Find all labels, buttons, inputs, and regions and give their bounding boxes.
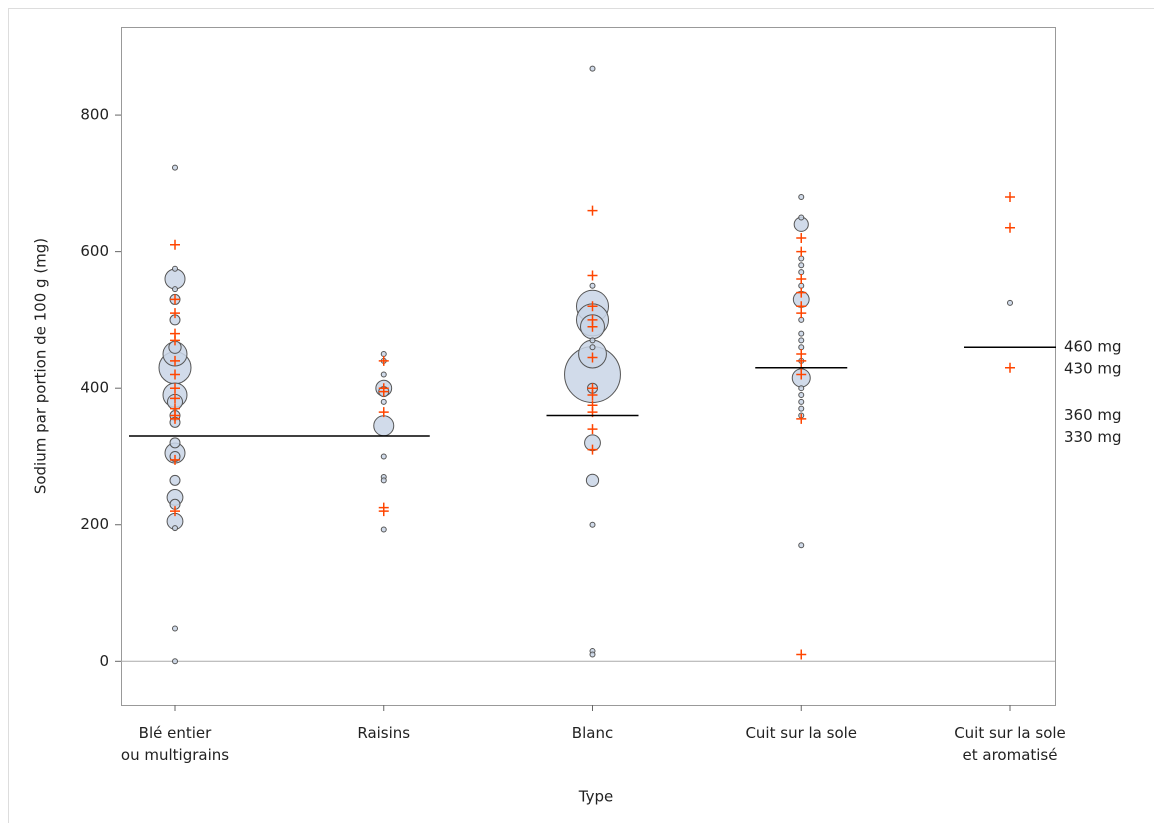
plus-marker [796, 649, 807, 660]
plus-marker [796, 246, 807, 257]
bubble [380, 371, 387, 378]
y-tick-label: 200 [80, 515, 109, 533]
bubble [164, 268, 186, 290]
plus-marker [587, 390, 598, 401]
bubble [798, 255, 805, 262]
bubble [172, 625, 178, 632]
bubble [798, 398, 805, 405]
y-axis-label: Sodium par portion de 100 g (mg) [32, 238, 50, 494]
plus-marker [170, 506, 180, 517]
plus-marker [1005, 222, 1015, 233]
bubble [172, 525, 178, 532]
bubble [798, 330, 805, 337]
bubble [380, 477, 387, 484]
x-tick-label: Cuit sur la sole et aromatisé [954, 724, 1066, 764]
plus-marker [587, 444, 598, 455]
bubble [798, 194, 805, 201]
bubble [172, 658, 178, 665]
plus-marker [796, 413, 807, 424]
median-label: 460 mg [1064, 338, 1122, 356]
plus-marker [170, 239, 180, 250]
bubble [589, 344, 596, 351]
plus-marker [170, 308, 180, 319]
bubble [798, 405, 805, 412]
bubble [589, 337, 596, 344]
bubble [172, 286, 178, 293]
bubble [798, 282, 805, 289]
plus-marker [587, 352, 598, 363]
plus-marker [587, 424, 598, 435]
bubble [589, 282, 596, 289]
median-label: 430 mg [1064, 360, 1122, 378]
x-tick-label: Blé entier ou multigrains [120, 724, 230, 764]
bubble [169, 474, 181, 486]
y-tick-label: 400 [80, 379, 109, 397]
plus-marker [378, 355, 389, 366]
bubble [1007, 299, 1013, 306]
x-axis-label: Type [578, 788, 613, 806]
bubble [585, 473, 600, 487]
bubble [380, 351, 387, 358]
plus-marker [170, 335, 180, 346]
bubble [798, 262, 805, 269]
plus-marker [170, 294, 180, 305]
bubble [589, 651, 596, 658]
bubble [798, 214, 805, 221]
plus-marker [796, 232, 807, 243]
bubble [798, 316, 805, 323]
plus-marker [1005, 192, 1015, 203]
plus-marker [170, 413, 180, 424]
plus-marker [587, 270, 598, 281]
x-tick-label: Cuit sur la sole [745, 724, 858, 742]
x-tick-label: Raisins [357, 724, 411, 742]
median-label: 330 mg [1064, 428, 1122, 446]
bubble [798, 269, 805, 276]
plus-marker [170, 355, 180, 366]
x-tick-label: Blanc [571, 724, 614, 742]
plus-marker [587, 205, 598, 216]
plus-marker [587, 301, 598, 312]
plus-marker [378, 386, 389, 397]
plus-marker [796, 287, 807, 298]
bubble [798, 542, 805, 549]
bubble [589, 521, 596, 528]
y-tick-label: 600 [80, 242, 109, 260]
bubble [798, 337, 805, 344]
bubble [380, 398, 387, 405]
y-tick-label: 800 [80, 106, 109, 124]
median-label: 360 mg [1064, 406, 1122, 424]
plus-marker [170, 369, 180, 380]
plus-marker [796, 273, 807, 284]
plus-marker [587, 321, 598, 332]
plus-marker [378, 407, 389, 418]
bubble [798, 385, 805, 392]
bubble [798, 392, 805, 399]
bubble [380, 453, 387, 460]
plus-marker [170, 393, 180, 404]
plus-marker [796, 369, 807, 380]
outer-border [8, 8, 1154, 823]
bubble [380, 526, 387, 533]
bubble [172, 164, 178, 171]
plus-marker [1005, 362, 1015, 373]
y-tick-label: 0 [99, 652, 109, 670]
plus-marker [170, 454, 180, 465]
bubble [172, 265, 178, 272]
plus-marker [796, 308, 807, 319]
bubble [169, 437, 181, 449]
plus-marker [378, 506, 389, 517]
bubble [798, 344, 805, 351]
plot-frame [121, 27, 1056, 706]
plus-marker [170, 383, 180, 394]
bubble [373, 415, 395, 437]
bubble [589, 65, 596, 72]
